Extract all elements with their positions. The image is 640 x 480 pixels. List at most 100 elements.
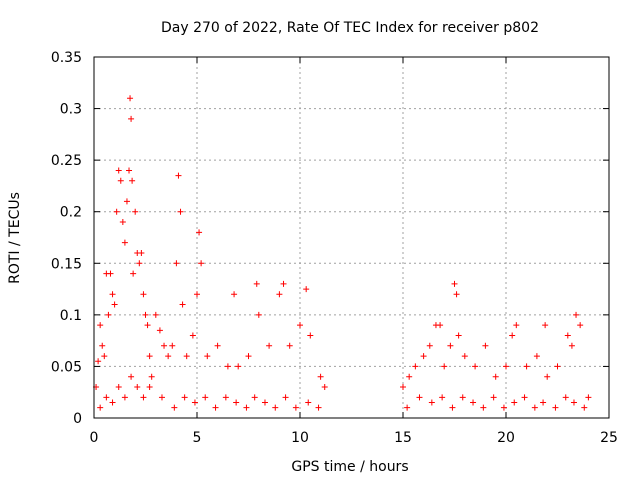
data-point [175,172,182,179]
x-tick-labels: 0 5 10 15 20 25 [90,430,618,446]
data-point [177,208,184,215]
data-point [292,404,299,411]
data-point [179,301,186,308]
data-point [428,399,435,406]
data-point [173,260,180,267]
data-point [461,353,468,360]
data-point [251,394,258,401]
data-point [482,342,489,349]
data-point [134,384,141,391]
data-point [169,342,176,349]
axis-ticks [93,56,610,419]
data-point [204,353,211,360]
data-point [449,404,456,411]
data-point [523,363,530,370]
data-point [404,404,411,411]
data-point [111,301,118,308]
x-tick-label: 25 [600,430,618,446]
y-axis-title: ROTI / TECUs [7,192,23,284]
data-point [144,322,151,329]
data-point [303,286,310,293]
data-point [412,363,419,370]
x-tick-label: 15 [394,430,412,446]
data-point [297,322,303,329]
data-point [212,404,219,411]
data-point [121,239,128,246]
data-point [426,342,433,349]
data-point [107,270,114,277]
data-point [129,177,136,184]
data-point [542,322,549,329]
data-point [140,394,147,401]
data-point [127,95,134,102]
x-tick-label: 0 [90,430,99,446]
data-point [152,311,159,318]
data-point [416,394,423,401]
data-point [101,353,108,360]
x-tick-label: 10 [291,430,309,446]
data-point [231,291,238,298]
data-point [540,399,547,406]
data-point [121,394,128,401]
data-point [148,373,155,380]
data-point [573,311,580,318]
data-point [123,198,130,205]
data-point [280,280,287,287]
data-point [128,115,135,122]
data-point [562,394,569,401]
x-axis-title: GPS time / hours [291,459,408,475]
data-point [142,311,149,318]
data-point [117,177,124,184]
data-point [243,404,250,411]
data-point [581,404,588,411]
data-point [158,394,165,401]
data-point [233,399,240,406]
y-tick-labels: 0 0.05 0.1 0.15 0.2 0.25 0.3 0.35 [51,50,82,427]
data-point [138,249,145,256]
data-point [315,404,322,411]
data-point [276,291,283,298]
data-point [453,291,460,298]
y-tick-label: 0.35 [51,50,82,66]
data-point [492,373,499,380]
data-point [181,394,188,401]
data-point [531,404,538,411]
data-point [470,399,477,406]
data-point [570,399,577,406]
data-point [564,332,571,339]
data-point [480,404,487,411]
data-point [105,311,112,318]
y-tick-label: 0.25 [51,153,82,169]
data-point [140,291,147,298]
data-point [272,404,279,411]
y-tick-label: 0.1 [60,308,82,324]
data-point [194,291,200,298]
data-point [441,363,448,370]
data-point [97,404,104,411]
y-tick-label: 0.05 [51,359,82,375]
data-point [191,399,198,406]
data-point [115,167,122,174]
data-point [472,363,479,370]
data-point [245,353,252,360]
data-points [93,95,592,411]
data-point [305,399,312,406]
data-point [109,399,116,406]
data-point [113,208,120,215]
data-point [282,394,289,401]
data-point [255,311,262,318]
data-point [437,322,444,329]
data-point [136,260,143,267]
data-point [577,322,584,329]
data-point [103,394,110,401]
chart-title: Day 270 of 2022, Rate Of TEC Index for r… [161,20,539,36]
data-point [95,358,102,365]
data-point [439,394,446,401]
data-point [455,332,462,339]
data-point [165,353,172,360]
data-point [202,394,209,401]
data-point [126,167,133,174]
data-point [307,332,314,339]
data-point [286,342,293,349]
